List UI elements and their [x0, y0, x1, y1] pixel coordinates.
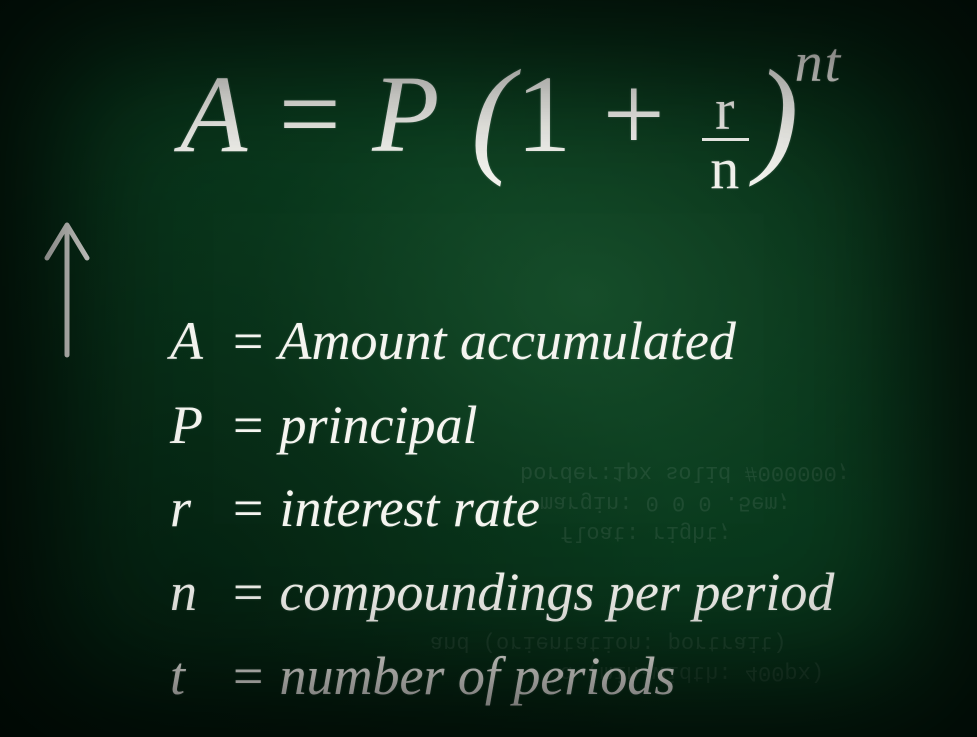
definition-equals: = [230, 562, 266, 622]
definition-text: interest rate [279, 478, 539, 538]
formula-lhs: A [180, 53, 249, 175]
definition-equals: = [230, 478, 266, 538]
definition-text: number of periods [279, 646, 675, 706]
definition-symbol: A [170, 300, 216, 384]
definition-row: r = interest rate [170, 467, 834, 551]
definition-equals: = [230, 646, 266, 706]
formula-fraction: r n [702, 84, 749, 195]
definition-row: P = principal [170, 384, 834, 468]
formula-close-paren: ) [755, 44, 800, 188]
up-arrow-icon [32, 210, 102, 365]
definition-row: n = compoundings per period [170, 551, 834, 635]
definition-equals: = [230, 311, 266, 371]
formula-principal: P [372, 53, 441, 175]
definition-row: A = Amount accumulated [170, 300, 834, 384]
formula-open-paren: ( [471, 44, 516, 188]
definition-symbol: r [170, 467, 216, 551]
formula-one: 1 [516, 53, 573, 175]
definition-row: t = number of periods [170, 635, 834, 719]
definition-equals: = [230, 395, 266, 455]
variable-definitions: A = Amount accumulated P = principal r =… [170, 300, 834, 718]
formula-plus: + [603, 53, 667, 175]
formula-equals: = [279, 53, 343, 175]
fraction-denominator: n [702, 138, 749, 195]
definition-text: compoundings per period [279, 562, 834, 622]
formula-exponent: nt [795, 32, 843, 94]
definition-text: principal [279, 395, 477, 455]
compound-interest-formula: A = P (1 + r n )nt [180, 35, 842, 195]
definition-text: Amount accumulated [278, 311, 735, 371]
fraction-numerator: r [709, 84, 742, 138]
definition-symbol: n [170, 551, 216, 635]
definition-symbol: t [170, 635, 216, 719]
definition-symbol: P [170, 384, 216, 468]
